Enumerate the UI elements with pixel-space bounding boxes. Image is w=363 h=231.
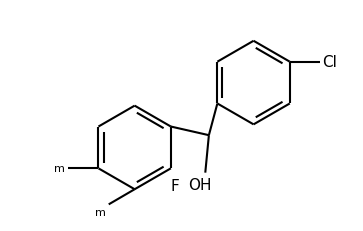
Text: m: m [54,164,65,173]
Text: m: m [95,207,106,217]
Text: OH: OH [188,177,211,192]
Text: F: F [170,179,179,194]
Text: Cl: Cl [322,55,337,70]
